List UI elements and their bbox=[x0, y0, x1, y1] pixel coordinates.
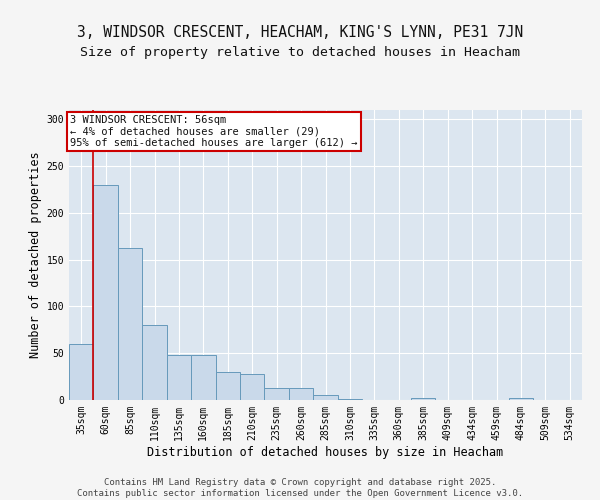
Text: Contains HM Land Registry data © Crown copyright and database right 2025.
Contai: Contains HM Land Registry data © Crown c… bbox=[77, 478, 523, 498]
Text: 3, WINDSOR CRESCENT, HEACHAM, KING'S LYNN, PE31 7JN: 3, WINDSOR CRESCENT, HEACHAM, KING'S LYN… bbox=[77, 25, 523, 40]
Text: Size of property relative to detached houses in Heacham: Size of property relative to detached ho… bbox=[80, 46, 520, 59]
Text: 3 WINDSOR CRESCENT: 56sqm
← 4% of detached houses are smaller (29)
95% of semi-d: 3 WINDSOR CRESCENT: 56sqm ← 4% of detach… bbox=[70, 114, 358, 148]
Bar bbox=[289, 388, 313, 400]
Bar bbox=[118, 248, 142, 400]
Bar bbox=[313, 396, 338, 400]
Y-axis label: Number of detached properties: Number of detached properties bbox=[29, 152, 43, 358]
Bar bbox=[215, 372, 240, 400]
Bar bbox=[94, 185, 118, 400]
Bar bbox=[338, 399, 362, 400]
Bar bbox=[265, 388, 289, 400]
Bar bbox=[167, 355, 191, 400]
X-axis label: Distribution of detached houses by size in Heacham: Distribution of detached houses by size … bbox=[148, 446, 503, 458]
Bar bbox=[69, 344, 94, 400]
Bar bbox=[411, 398, 436, 400]
Bar bbox=[191, 355, 215, 400]
Bar bbox=[142, 325, 167, 400]
Bar bbox=[509, 398, 533, 400]
Bar bbox=[240, 374, 265, 400]
